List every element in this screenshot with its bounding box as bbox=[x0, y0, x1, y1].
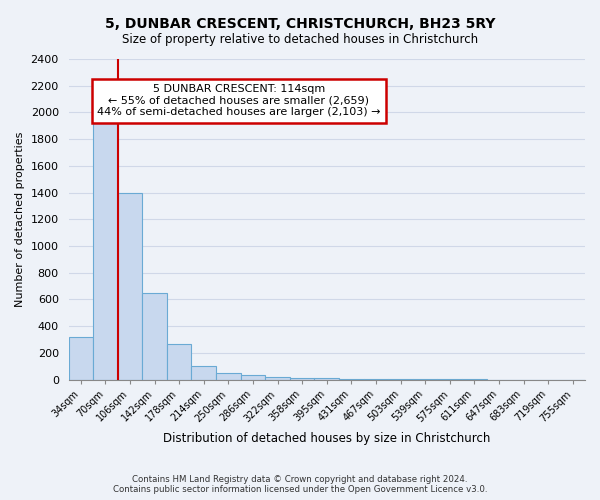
X-axis label: Distribution of detached houses by size in Christchurch: Distribution of detached houses by size … bbox=[163, 432, 490, 445]
Bar bbox=[118, 192, 142, 380]
Bar bbox=[290, 378, 314, 380]
Bar bbox=[68, 337, 93, 380]
Bar bbox=[191, 366, 216, 380]
Bar bbox=[167, 344, 191, 380]
Text: 5, DUNBAR CRESCENT, CHRISTCHURCH, BH23 5RY: 5, DUNBAR CRESCENT, CHRISTCHURCH, BH23 5… bbox=[105, 18, 495, 32]
Bar bbox=[93, 118, 118, 380]
Text: Contains HM Land Registry data © Crown copyright and database right 2024.
Contai: Contains HM Land Registry data © Crown c… bbox=[113, 474, 487, 494]
Bar bbox=[339, 378, 364, 380]
Bar bbox=[388, 379, 413, 380]
Bar bbox=[265, 376, 290, 380]
Bar bbox=[241, 375, 265, 380]
Text: 5 DUNBAR CRESCENT: 114sqm
← 55% of detached houses are smaller (2,659)
44% of se: 5 DUNBAR CRESCENT: 114sqm ← 55% of detac… bbox=[97, 84, 381, 117]
Bar bbox=[314, 378, 339, 380]
Bar bbox=[216, 373, 241, 380]
Bar bbox=[364, 379, 388, 380]
Text: Size of property relative to detached houses in Christchurch: Size of property relative to detached ho… bbox=[122, 32, 478, 46]
Y-axis label: Number of detached properties: Number of detached properties bbox=[15, 132, 25, 307]
Bar bbox=[142, 293, 167, 380]
